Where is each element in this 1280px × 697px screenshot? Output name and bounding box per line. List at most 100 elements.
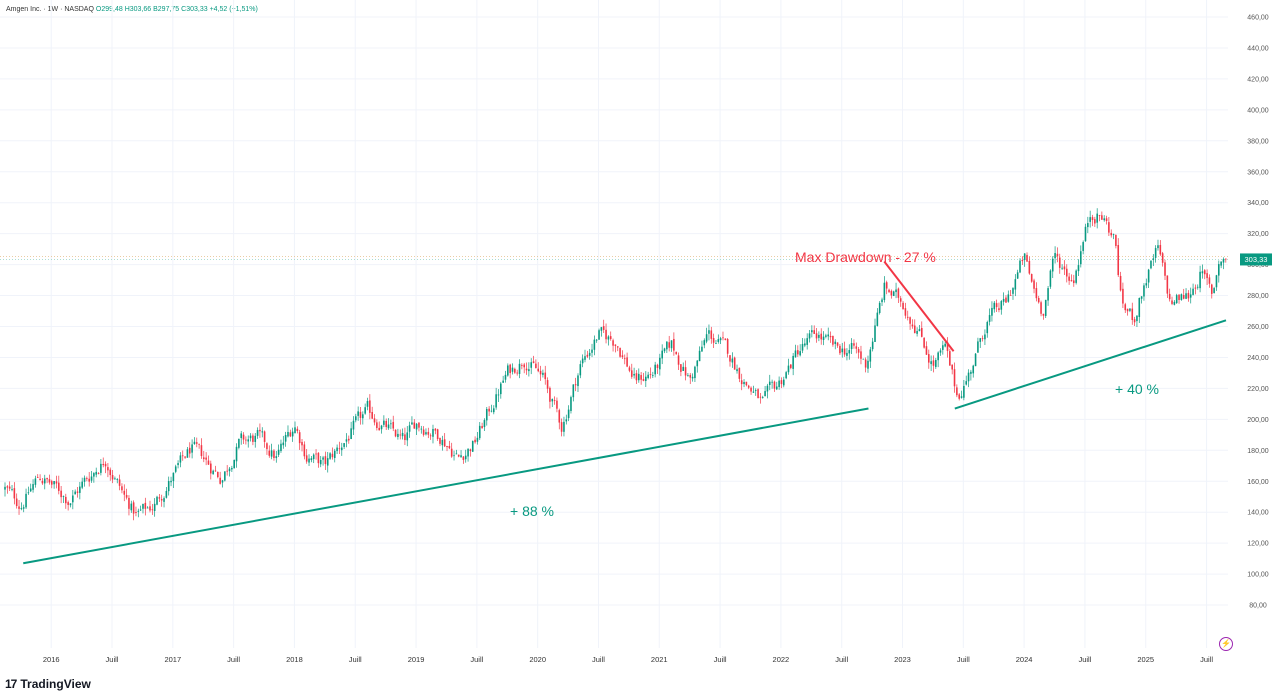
candle-body	[904, 308, 907, 316]
candle-body	[467, 448, 469, 457]
candle-body	[1098, 215, 1101, 216]
candle-body	[1044, 299, 1047, 316]
candle-body	[488, 408, 490, 412]
candle-body	[846, 352, 848, 356]
candle-body	[67, 502, 69, 505]
candle-body	[913, 325, 916, 334]
candle-body	[464, 455, 467, 460]
candle-body	[104, 463, 107, 467]
candle-body	[537, 368, 540, 372]
candle-body	[1150, 260, 1152, 269]
time-axis[interactable]: 2016 Juill 2017 Juill 2018 Juill 2019 Juill 2020…	[43, 655, 1213, 664]
last-price-label: 303,33	[1245, 255, 1268, 264]
candle-body	[1091, 217, 1094, 221]
candle-body	[514, 368, 516, 373]
candle-body	[1159, 245, 1162, 255]
candle-body	[453, 455, 455, 457]
candle-body	[378, 427, 380, 431]
candle-body	[118, 479, 121, 486]
candle-body	[200, 445, 203, 457]
candle-body	[48, 479, 51, 483]
candle-body	[918, 329, 921, 332]
candle-body	[130, 503, 133, 511]
candle-body	[219, 477, 221, 484]
candle-body	[715, 343, 717, 345]
candle-body	[759, 396, 762, 398]
candle-body	[1171, 300, 1173, 304]
x-tick-label: 2019	[408, 655, 425, 664]
candle-body	[291, 431, 294, 437]
candle-body	[927, 354, 930, 363]
candle-body	[584, 356, 586, 360]
candle-body	[121, 486, 123, 491]
candle-body	[1140, 296, 1143, 299]
candle-body	[160, 499, 163, 501]
candle-body	[829, 335, 832, 338]
candle-body	[338, 448, 341, 450]
candle-body	[69, 503, 72, 506]
candle-body	[397, 433, 399, 438]
tradingview-logo[interactable]: 17 TradingView	[5, 677, 91, 691]
candle-body	[210, 463, 212, 474]
candle-body	[911, 324, 914, 327]
candle-body	[521, 365, 523, 366]
y-tick-label: 140,00	[1247, 510, 1269, 517]
candle-body	[1147, 269, 1150, 283]
candle-body	[778, 380, 780, 388]
candle-body	[394, 429, 397, 437]
candle-body	[128, 497, 130, 509]
candle-body	[156, 496, 158, 505]
candle-body	[507, 365, 509, 376]
candle-body	[855, 346, 858, 349]
candle-body	[822, 336, 825, 340]
candle-body	[623, 358, 626, 360]
candle-body	[1040, 302, 1042, 314]
candle-body	[221, 480, 224, 483]
candle-body	[460, 455, 462, 458]
candle-body	[448, 445, 451, 449]
candle-body	[1143, 285, 1145, 297]
y-tick-label: 420,00	[1247, 76, 1269, 83]
candle-body	[932, 360, 935, 366]
candle-body	[953, 369, 956, 387]
candle-body	[881, 299, 883, 303]
candle-body	[965, 381, 968, 385]
candle-body	[436, 429, 439, 440]
candle-body	[761, 397, 764, 398]
candle-body	[991, 307, 993, 316]
candle-body	[565, 419, 568, 422]
candle-body	[11, 489, 13, 490]
candle-body	[1037, 298, 1040, 303]
candle-body	[4, 486, 6, 490]
candle-body	[864, 359, 867, 368]
candle-body	[1192, 288, 1194, 295]
candle-body	[1145, 283, 1148, 286]
candle-body	[392, 421, 395, 429]
candle-body	[167, 481, 170, 492]
y-tick-label: 200,00	[1247, 417, 1269, 424]
candle-body	[1115, 235, 1117, 246]
symbol-label[interactable]: Amgen Inc. · 1W · NASDAQ	[6, 6, 94, 13]
candle-body	[298, 432, 301, 444]
price-axis[interactable]: 460,00 440,00 420,00 400,00 380,00 360,00 340,…	[1247, 15, 1269, 610]
candle-body	[712, 338, 715, 343]
candle-body	[1182, 295, 1185, 299]
candle-body	[689, 374, 692, 378]
candle-body	[1126, 308, 1129, 312]
candle-body	[972, 365, 975, 374]
candle-body	[217, 472, 219, 478]
trend2-line	[954, 319, 1227, 410]
candle-body	[535, 363, 537, 369]
candle-body	[567, 409, 570, 419]
candle-body	[359, 411, 362, 418]
candle-body	[586, 354, 589, 357]
candle-body	[525, 368, 528, 371]
candle-body	[422, 429, 425, 435]
candle-body	[862, 358, 865, 360]
candle-body	[116, 479, 119, 480]
lightning-icon[interactable]: ⚡	[1219, 637, 1233, 651]
candle-body	[1030, 274, 1033, 282]
candle-body	[158, 497, 161, 499]
candle-body	[1103, 218, 1105, 221]
